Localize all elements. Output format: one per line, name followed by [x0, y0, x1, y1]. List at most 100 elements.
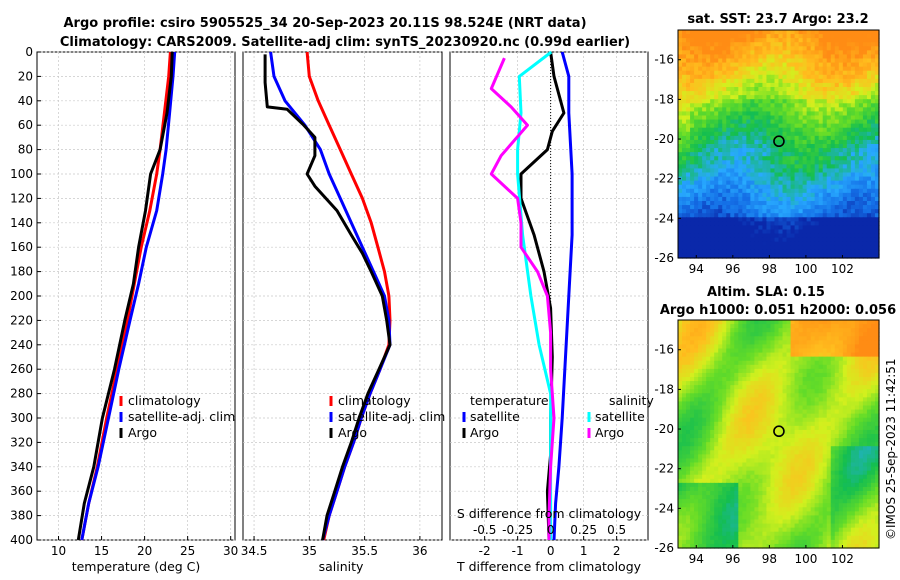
heatmap-cell	[774, 196, 780, 202]
heatmap-cell	[750, 152, 755, 157]
heatmap-cell	[766, 328, 772, 333]
heatmap-cell	[722, 413, 727, 419]
heatmap-cell	[702, 385, 707, 390]
heatmap-cell	[762, 458, 768, 464]
heatmap-cell	[874, 377, 880, 382]
heatmap-cell	[722, 119, 727, 125]
heatmap-cell	[738, 389, 743, 394]
heatmap-cell	[718, 217, 723, 222]
heatmap-cell	[774, 103, 780, 108]
heatmap-cell	[678, 188, 683, 194]
heatmap-cell	[830, 237, 836, 243]
heatmap-cell	[682, 54, 687, 60]
heatmap-cell	[842, 127, 848, 133]
heatmap-cell	[682, 103, 687, 108]
heatmap-cell	[694, 205, 699, 210]
heatmap-cell	[826, 115, 832, 121]
heatmap-cell	[778, 107, 784, 113]
heatmap-cell	[702, 397, 707, 403]
heatmap-cell	[782, 233, 788, 239]
heatmap-cell	[718, 442, 723, 447]
heatmap-cell	[746, 87, 751, 92]
heatmap-cell	[818, 46, 824, 51]
salinity-panel: 34.5 35 35.5 36 climatology satellite-adj. …	[241, 51, 445, 574]
heatmap-cell	[742, 413, 747, 419]
heatmap-cell	[858, 54, 864, 60]
heatmap-cell	[830, 344, 836, 350]
heatmap-cell	[746, 397, 751, 403]
heatmap-cell	[794, 50, 800, 56]
heatmap-cell	[806, 192, 812, 198]
heatmap-cell	[766, 58, 772, 64]
heatmap-cell	[690, 462, 695, 468]
heatmap-cell	[686, 221, 691, 227]
heatmap-cell	[782, 466, 788, 472]
heatmap-cell	[718, 462, 723, 468]
heatmap-cell	[802, 237, 808, 243]
heatmap-cell	[834, 442, 840, 447]
heatmap-cell	[854, 188, 860, 194]
legend-argo-label: Argo	[338, 425, 367, 440]
heatmap-cell	[854, 119, 860, 125]
heatmap-cell	[730, 393, 735, 398]
heatmap-cell	[790, 253, 796, 259]
heatmap-cell	[818, 458, 824, 464]
heatmap-cell	[738, 91, 743, 96]
heatmap-cell	[794, 135, 800, 141]
y-tick-label: 240	[10, 338, 33, 352]
heatmap-cell	[790, 58, 796, 64]
heatmap-cell	[802, 336, 808, 341]
heatmap-cell	[866, 172, 872, 178]
heatmap-cell	[770, 62, 776, 68]
heatmap-cell	[822, 144, 828, 149]
heatmap-cell	[794, 474, 800, 480]
heatmap-cell	[838, 462, 844, 468]
heatmap-cell	[722, 221, 727, 227]
heatmap-cell	[766, 425, 772, 431]
heatmap-cell	[818, 111, 824, 117]
heatmap-cell	[866, 377, 872, 382]
legend-climatology-label: climatology	[338, 393, 411, 408]
heatmap-cell	[734, 127, 739, 133]
heatmap-cell	[738, 233, 743, 239]
heatmap-cell	[714, 352, 719, 358]
heatmap-cell	[714, 344, 719, 350]
heatmap-cell	[702, 78, 707, 84]
heatmap-cell	[718, 446, 723, 451]
heatmap-cell	[818, 229, 824, 235]
heatmap-cell	[754, 425, 759, 431]
heatmap-cell	[730, 66, 735, 72]
heatmap-cell	[754, 245, 759, 251]
heatmap-cell	[766, 466, 772, 472]
heatmap-cell	[806, 446, 812, 451]
heatmap-cell	[694, 409, 699, 415]
heatmap-cell	[762, 344, 768, 350]
heatmap-cell	[722, 46, 727, 51]
heatmap-cell	[854, 107, 860, 113]
heatmap-cell	[778, 466, 784, 472]
y-tick-label: 20	[18, 69, 33, 83]
heatmap-cell	[758, 466, 764, 472]
heatmap-cell	[714, 164, 719, 170]
heatmap-cell	[766, 156, 772, 161]
heatmap-cell	[694, 46, 699, 51]
heatmap-cell	[750, 176, 755, 182]
heatmap-cell	[698, 245, 703, 251]
heatmap-cell	[866, 320, 872, 325]
heatmap-cell	[794, 356, 800, 362]
heatmap-cell	[814, 364, 820, 370]
heatmap-cell	[746, 233, 751, 239]
heatmap-cell	[706, 192, 711, 198]
heatmap-cell	[738, 111, 743, 117]
heatmap-cell	[774, 381, 780, 386]
heatmap-cell	[686, 409, 691, 415]
heatmap-cell	[814, 176, 820, 182]
heatmap-cell	[694, 368, 699, 374]
heatmap-cell	[702, 434, 707, 439]
heatmap-cell	[746, 429, 751, 435]
heatmap-cell	[754, 438, 759, 443]
heatmap-cell	[682, 172, 687, 178]
heatmap-cell	[802, 389, 808, 394]
heatmap-cell	[874, 115, 880, 121]
heatmap-cell	[702, 364, 707, 370]
